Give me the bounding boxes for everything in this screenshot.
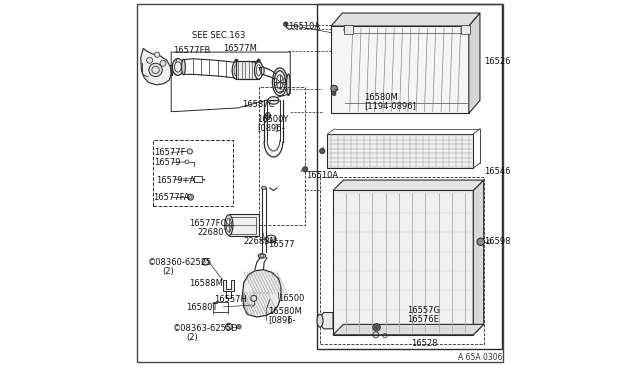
Text: SEE SEC.163: SEE SEC.163 (191, 31, 245, 40)
Circle shape (187, 149, 193, 154)
Bar (193, 176, 202, 182)
Circle shape (255, 61, 257, 64)
Text: ]: ] (287, 315, 290, 324)
Text: (2): (2) (186, 333, 198, 342)
Text: 16528: 16528 (411, 339, 438, 348)
Text: (2): (2) (162, 267, 173, 276)
Text: 16576E: 16576E (408, 315, 439, 324)
Polygon shape (333, 324, 484, 335)
Text: 16546: 16546 (484, 167, 510, 176)
Bar (344, 25, 353, 34)
Text: 16557G: 16557G (408, 306, 440, 315)
Text: 16580T: 16580T (186, 303, 218, 312)
Ellipse shape (232, 61, 241, 79)
Circle shape (477, 238, 484, 246)
Ellipse shape (287, 74, 291, 96)
Circle shape (160, 60, 166, 66)
Bar (259, 87, 305, 225)
Polygon shape (223, 280, 234, 291)
Text: 16577: 16577 (268, 240, 294, 249)
Text: [0896-: [0896- (268, 315, 296, 324)
Circle shape (332, 92, 336, 96)
Ellipse shape (255, 61, 262, 79)
Polygon shape (333, 180, 484, 190)
Text: 16510A: 16510A (289, 22, 321, 31)
Ellipse shape (259, 254, 266, 258)
Bar (213, 302, 228, 312)
Text: 16577M: 16577M (223, 44, 257, 53)
Text: ]: ] (275, 123, 278, 132)
Circle shape (237, 324, 241, 329)
Text: 16588M: 16588M (189, 279, 223, 288)
Circle shape (225, 323, 232, 330)
Text: 16598: 16598 (484, 237, 510, 246)
Bar (236, 61, 259, 79)
Circle shape (149, 63, 163, 77)
Polygon shape (468, 13, 480, 113)
Ellipse shape (268, 97, 279, 104)
Text: 16580M: 16580M (364, 93, 397, 102)
Circle shape (303, 167, 308, 172)
Text: [1194-0896]: [1194-0896] (364, 102, 416, 110)
Circle shape (373, 324, 380, 331)
Text: 16579+A: 16579+A (156, 176, 195, 185)
Circle shape (284, 22, 288, 26)
Text: 16580M: 16580M (268, 307, 301, 316)
Text: A 65A 0306: A 65A 0306 (458, 353, 502, 362)
Circle shape (202, 259, 209, 265)
Circle shape (374, 326, 378, 329)
Circle shape (319, 148, 325, 154)
Text: 16587C: 16587C (242, 100, 275, 109)
Text: 22683M: 22683M (244, 237, 278, 246)
Ellipse shape (266, 112, 271, 120)
Polygon shape (333, 190, 473, 335)
Bar (152, 140, 232, 206)
Text: 16577FA: 16577FA (154, 193, 190, 202)
Circle shape (331, 85, 337, 92)
Text: 16557H: 16557H (214, 295, 247, 304)
Circle shape (154, 52, 159, 57)
Circle shape (257, 59, 260, 62)
Circle shape (344, 28, 348, 32)
Ellipse shape (317, 314, 323, 327)
Circle shape (251, 295, 257, 301)
Ellipse shape (172, 58, 184, 75)
Ellipse shape (225, 215, 233, 235)
Text: 16577F: 16577F (154, 148, 186, 157)
Polygon shape (320, 312, 333, 329)
Ellipse shape (266, 235, 276, 243)
Polygon shape (331, 13, 480, 26)
Text: 16510A: 16510A (306, 171, 338, 180)
Bar (231, 217, 256, 234)
Text: ©08360-62525: ©08360-62525 (148, 258, 212, 267)
Circle shape (235, 59, 238, 62)
Text: 16500: 16500 (278, 294, 305, 303)
Text: 16526: 16526 (484, 57, 510, 66)
Ellipse shape (182, 59, 186, 75)
Text: ©08363-6255D: ©08363-6255D (173, 324, 239, 333)
Ellipse shape (262, 186, 266, 189)
Circle shape (463, 28, 468, 32)
Text: 16579: 16579 (154, 158, 181, 167)
Text: [0896-: [0896- (257, 123, 284, 132)
Ellipse shape (261, 67, 264, 75)
Polygon shape (473, 180, 484, 335)
Polygon shape (331, 26, 468, 113)
Polygon shape (243, 270, 281, 317)
Bar (229, 214, 259, 236)
Bar (317, 4, 502, 349)
Bar (461, 25, 470, 34)
Polygon shape (328, 134, 473, 168)
Circle shape (147, 57, 152, 63)
Text: 16577FB: 16577FB (173, 46, 211, 55)
Circle shape (188, 194, 193, 200)
Polygon shape (141, 48, 172, 85)
Text: 22680: 22680 (197, 228, 224, 237)
Text: 16577FC: 16577FC (189, 219, 227, 228)
Ellipse shape (275, 71, 285, 93)
Text: 16500Y: 16500Y (257, 115, 288, 124)
Bar (320, 177, 484, 344)
